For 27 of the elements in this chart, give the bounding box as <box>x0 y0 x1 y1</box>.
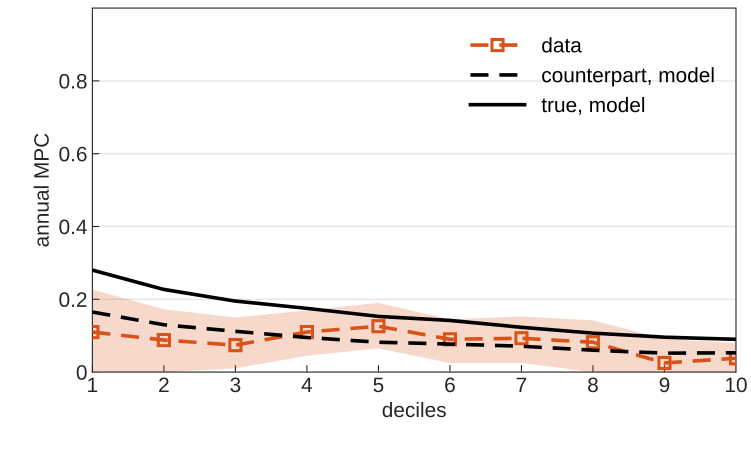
point <box>228 338 242 352</box>
y-tick-label: 0 <box>76 365 87 380</box>
point <box>586 335 600 350</box>
x-tick-label: 4 <box>302 378 312 392</box>
line-series <box>92 268 736 342</box>
x-tick-label: 8 <box>588 377 598 392</box>
point <box>514 331 529 346</box>
point <box>156 332 171 348</box>
y-axis-title: annual MPC <box>34 134 49 247</box>
x-tick-label: 9 <box>660 377 670 392</box>
y-tick-label: 0.6 <box>59 146 87 162</box>
x-tick-label: 5 <box>373 378 384 392</box>
legend-label: data <box>542 37 582 53</box>
x-tick-label: 3 <box>230 377 240 392</box>
y-tick-label: 0.8 <box>59 74 87 89</box>
x-axis-title: deciles <box>382 402 446 418</box>
x-tick-label: 7 <box>516 378 526 392</box>
point <box>371 319 386 334</box>
legend-label: counterpart, model <box>542 67 714 87</box>
y-tick-label: 0.4 <box>59 219 87 234</box>
x-tick-label: 6 <box>445 377 455 392</box>
legend-label: true, model <box>542 96 644 115</box>
point <box>657 356 672 370</box>
x-tick-label: 10 <box>726 377 747 392</box>
y-tick-label: 0.2 <box>59 292 86 308</box>
x-tick-label: 2 <box>159 377 169 392</box>
x-tick-label: 1 <box>88 378 98 392</box>
